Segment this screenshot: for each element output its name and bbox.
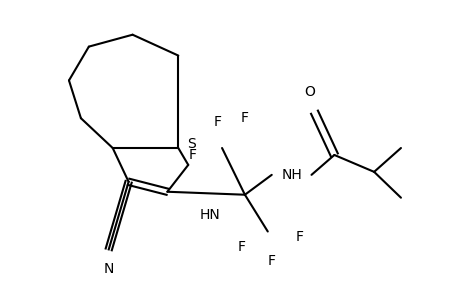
Text: F: F: [213, 115, 222, 129]
Text: N: N: [103, 262, 114, 276]
Text: F: F: [295, 230, 303, 244]
Text: F: F: [188, 148, 196, 162]
Text: F: F: [237, 240, 246, 254]
Text: S: S: [186, 137, 195, 151]
Text: O: O: [303, 85, 314, 99]
Text: F: F: [241, 111, 248, 125]
Text: HN: HN: [199, 208, 220, 222]
Text: NH: NH: [280, 168, 302, 182]
Text: F: F: [267, 254, 275, 268]
